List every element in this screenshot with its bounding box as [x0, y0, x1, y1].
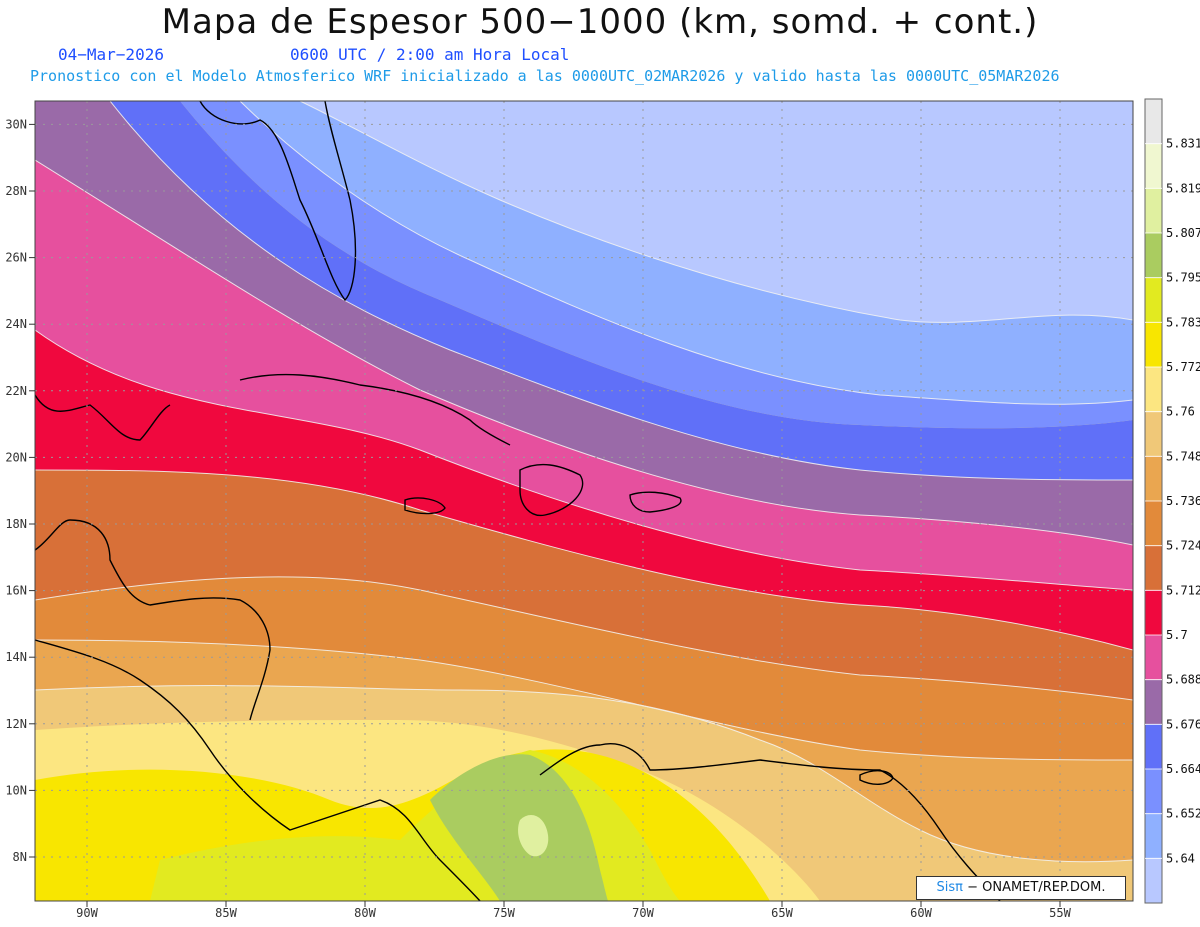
lon-tick-label: 60W: [910, 906, 932, 920]
colorbar-label: 5.783: [1166, 315, 1200, 329]
latitude-axis: 8N 10N 12N 14N 16N 18N 20N 22N 24N 26N 28N 30N: [5, 117, 35, 864]
map-title: Mapa de Espesor 500−1000 (km, somd. + co…: [161, 2, 1039, 42]
colorbar-swatch: [1145, 590, 1162, 636]
band-5.712: [35, 470, 1133, 700]
colorbar-label: 5.772: [1166, 360, 1200, 374]
band-5.724: [35, 576, 1133, 760]
lat-tick-label: 12N: [5, 717, 27, 731]
colorbar-label: 5.748: [1166, 449, 1200, 463]
colorbar-swatch: [1145, 635, 1162, 681]
forecast-time: 0600 UTC / 2:00 am Hora Local: [290, 45, 570, 64]
credit-text: − ONAMET/REP.DOM.: [962, 880, 1106, 895]
thickness-bands: [35, 101, 1133, 901]
colorbar-label: 5.64: [1166, 851, 1195, 865]
colorbar-swatch: [1145, 99, 1162, 145]
colorbar-label: 5.664: [1166, 762, 1200, 776]
colorbar-label: 5.819: [1166, 181, 1200, 195]
colorbar-label: 5.688: [1166, 673, 1200, 687]
colorbar-swatch: [1145, 679, 1162, 725]
colorbar-swatch: [1145, 501, 1162, 547]
band-5.748: [35, 685, 1133, 901]
colorbar-label: 5.76: [1166, 405, 1195, 419]
longitude-axis: 90W 85W 80W 75W 70W 65W 60W 55W: [76, 901, 1072, 920]
lon-tick-label: 65W: [771, 906, 793, 920]
lon-tick-label: 70W: [632, 906, 654, 920]
band-5.688: [35, 160, 1133, 590]
colorbar-label: 5.736: [1166, 494, 1200, 508]
colorbar-swatch: [1145, 233, 1162, 279]
colorbar-swatch: [1145, 367, 1162, 413]
colorbar-swatch: [1145, 813, 1162, 859]
colorbar-label: 5.795: [1166, 271, 1200, 285]
colorbar-label: 5.807: [1166, 226, 1200, 240]
colorbar-swatch: [1145, 322, 1162, 368]
lon-tick-label: 75W: [493, 906, 515, 920]
lon-tick-label: 80W: [354, 906, 376, 920]
colorbar-label: 5.712: [1166, 583, 1200, 597]
colorbar-label: 5.831: [1166, 137, 1200, 151]
band-5.736: [35, 640, 1133, 862]
lat-tick-label: 20N: [5, 450, 27, 464]
colorbar-swatch: [1145, 769, 1162, 815]
map-frame: [34, 100, 1134, 902]
credit-box: Sisπ − ONAMET/REP.DOM.: [916, 876, 1126, 900]
colorbar-label: 5.676: [1166, 717, 1200, 731]
lon-tick-label: 55W: [1049, 906, 1071, 920]
colorbar-swatch: [1145, 143, 1162, 189]
coastlines: [35, 101, 1001, 901]
colorbar-swatch: [1145, 858, 1162, 904]
lat-tick-label: 24N: [5, 317, 27, 331]
colorbar-swatch: [1145, 724, 1162, 770]
lat-tick-label: 22N: [5, 384, 27, 398]
lat-tick-label: 10N: [5, 783, 27, 797]
colorbar-label: 5.652: [1166, 807, 1200, 821]
band-5.64: [300, 101, 1133, 323]
lat-tick-label: 26N: [5, 251, 27, 265]
colorbar-swatch: [1145, 456, 1162, 502]
forecast-note: Pronostico con el Modelo Atmosferico WRF…: [30, 67, 1060, 85]
colorbar-label: 5.7: [1166, 628, 1188, 642]
colorbar-swatch: [1145, 545, 1162, 591]
colorbar: 5.64 5.652 5.664 5.676 5.688 5.7 5.712 5.724 5.7…: [1144, 98, 1200, 904]
lon-tick-label: 85W: [215, 906, 237, 920]
lat-tick-label: 18N: [5, 517, 27, 531]
colorbar-swatch: [1145, 277, 1162, 323]
band-5.652: [240, 101, 1133, 405]
colorbar-label: 5.724: [1166, 539, 1200, 553]
lon-tick-label: 90W: [76, 906, 98, 920]
sispi-logo: Sisπ: [936, 880, 963, 895]
grid-lines: [35, 101, 1133, 901]
contour-lines: [35, 101, 1133, 863]
lat-tick-label: 14N: [5, 650, 27, 664]
lat-tick-label: 28N: [5, 184, 27, 198]
band-5.807: [518, 815, 549, 857]
lat-tick-label: 16N: [5, 584, 27, 598]
band-5.676: [35, 101, 1133, 545]
band-5.664b: [110, 101, 1133, 480]
colorbar-swatch: [1145, 188, 1162, 234]
forecast-date: 04−Mar−2026: [58, 45, 164, 64]
lat-tick-label: 8N: [13, 850, 27, 864]
lat-tick-label: 30N: [5, 117, 27, 131]
colorbar-swatch: [1145, 411, 1162, 457]
